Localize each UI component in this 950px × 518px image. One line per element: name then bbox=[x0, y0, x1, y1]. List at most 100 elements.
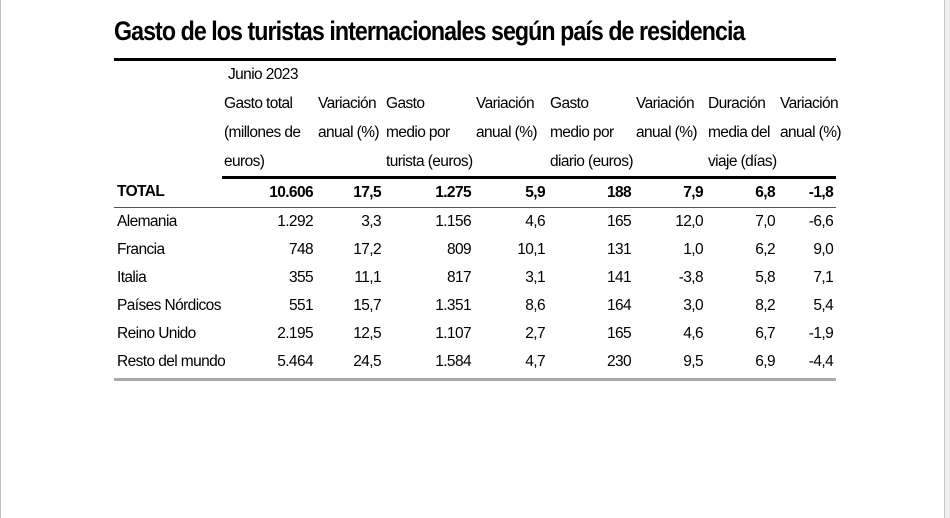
cell-value: 7,0 bbox=[755, 213, 775, 230]
table-title: Gasto de los turistas internacionales se… bbox=[114, 16, 745, 46]
row-label: Italia bbox=[117, 269, 147, 286]
cell-value: 6,8 bbox=[706, 177, 778, 208]
top-rule bbox=[114, 58, 836, 61]
header-line: Variación bbox=[476, 95, 535, 112]
cell-value: 141 bbox=[606, 269, 632, 286]
cell-value: 6,9 bbox=[755, 353, 775, 370]
col-header-gasto-medio-diario: Gasto medio por diario (euros) bbox=[548, 88, 634, 179]
col-header-variacion-3: Variación anual (%) bbox=[634, 88, 706, 179]
header-line bbox=[636, 147, 703, 176]
cell-value: 17,5 bbox=[316, 177, 384, 208]
cell-value: 165 bbox=[606, 213, 632, 230]
header-line: diario (euros) bbox=[550, 153, 634, 170]
cell-value: -3,8 bbox=[678, 269, 704, 286]
header-line bbox=[318, 147, 381, 176]
header-line: Duración bbox=[708, 95, 766, 112]
table-row: Italia 355 11,1 817 3,1 141 -3,8 5,8 7,1 bbox=[114, 264, 836, 292]
period-row: Junio 2023 bbox=[114, 61, 836, 88]
col-header-gasto-total: Gasto total (millones de euros) bbox=[222, 88, 316, 179]
cell-value: 10.606 bbox=[222, 177, 316, 208]
cell-value: 809 bbox=[446, 241, 472, 258]
cell-value: 551 bbox=[288, 297, 314, 314]
cell-value: 17,2 bbox=[353, 241, 381, 258]
cell-value: 15,7 bbox=[353, 297, 381, 314]
header-blank bbox=[114, 88, 222, 178]
cell-value: 1.156 bbox=[435, 213, 471, 230]
cell-value: 1.351 bbox=[435, 297, 471, 314]
header-line bbox=[476, 147, 545, 176]
row-label: Países Nórdicos bbox=[117, 297, 221, 314]
header-line: anual (%) bbox=[636, 124, 698, 141]
table-row: Alemania 1.292 3,3 1.156 4,6 165 12,0 7,… bbox=[114, 208, 836, 237]
bottom-rule bbox=[114, 378, 836, 381]
header-line: Variación bbox=[780, 95, 839, 112]
cell-value: 5.464 bbox=[277, 353, 313, 370]
cell-value: 4,6 bbox=[525, 213, 545, 230]
cell-value: 188 bbox=[548, 177, 634, 208]
cell-value: 1,0 bbox=[683, 241, 703, 258]
cell-value: 355 bbox=[288, 269, 314, 286]
cell-value: 230 bbox=[606, 353, 632, 370]
cell-value: -1,9 bbox=[808, 325, 834, 342]
header-line: Gasto total bbox=[224, 95, 293, 112]
cell-value: 131 bbox=[606, 241, 632, 258]
header-line: Variación bbox=[636, 95, 695, 112]
table-row: Francia 748 17,2 809 10,1 131 1,0 6,2 9,… bbox=[114, 236, 836, 264]
cell-value: 5,4 bbox=[813, 297, 834, 314]
header-line: anual (%) bbox=[318, 124, 380, 141]
cell-value: 6,2 bbox=[755, 241, 775, 258]
cell-value: 24,5 bbox=[353, 353, 381, 370]
cell-value: 9,5 bbox=[683, 353, 703, 370]
cell-value: 3,1 bbox=[525, 269, 545, 286]
cell-value: 9,0 bbox=[813, 241, 834, 258]
cell-value: 8,2 bbox=[755, 297, 775, 314]
cell-value: 7,9 bbox=[634, 177, 706, 208]
scrollbar-track[interactable] bbox=[944, 0, 950, 518]
cell-value: 1.584 bbox=[435, 353, 471, 370]
header-line: medio por bbox=[386, 124, 450, 141]
cell-value: 4,6 bbox=[683, 325, 703, 342]
header-line: medio por bbox=[550, 124, 614, 141]
cell-value: 2.195 bbox=[277, 325, 313, 342]
header-line: anual (%) bbox=[476, 124, 538, 141]
row-label: Reino Unido bbox=[117, 325, 196, 342]
row-label: TOTAL bbox=[114, 177, 222, 208]
cell-value: 4,7 bbox=[525, 353, 545, 370]
tourism-spending-table: Junio 2023 Gasto total (millones de euro… bbox=[114, 61, 842, 376]
table-row: Reino Unido 2.195 12,5 1.107 2,7 165 4,6… bbox=[114, 320, 836, 348]
cell-value: 6,7 bbox=[755, 325, 775, 342]
cell-value: 1.292 bbox=[277, 213, 313, 230]
table-row: Países Nórdicos 551 15,7 1.351 8,6 164 3… bbox=[114, 292, 836, 320]
cell-value: 12,5 bbox=[353, 325, 381, 342]
col-header-variacion-4: Variación anual (%) bbox=[778, 88, 842, 179]
cell-value: 10,1 bbox=[517, 241, 545, 258]
row-label: Alemania bbox=[117, 213, 177, 230]
cell-value: 7,1 bbox=[813, 269, 834, 286]
cell-value: -1,8 bbox=[778, 177, 837, 208]
cell-value: -4,4 bbox=[808, 353, 834, 370]
period-label: Junio 2023 bbox=[228, 65, 298, 83]
cell-value: 817 bbox=[446, 269, 472, 286]
cell-value: 165 bbox=[606, 325, 632, 342]
header-line: Gasto bbox=[386, 95, 425, 112]
cell-value: 748 bbox=[288, 241, 314, 258]
col-header-duracion-media: Duración media del viaje (días) bbox=[706, 88, 778, 179]
cell-value: 1.275 bbox=[384, 177, 474, 208]
header-line: Gasto bbox=[550, 95, 589, 112]
col-header-variacion-2: Variación anual (%) bbox=[474, 88, 548, 179]
cell-value: 11,1 bbox=[354, 269, 381, 286]
header-line: (millones de bbox=[224, 124, 301, 141]
header-line: Variación bbox=[318, 95, 377, 112]
header-line: euros) bbox=[224, 153, 265, 170]
cell-value: 5,8 bbox=[755, 269, 775, 286]
header-line: viaje (días) bbox=[708, 153, 777, 170]
cell-value: 1.107 bbox=[435, 325, 471, 342]
cell-value: 8,6 bbox=[525, 297, 545, 314]
header-line: media del bbox=[708, 124, 770, 141]
cell-value: 3,0 bbox=[683, 297, 703, 314]
cell-value: 2,7 bbox=[525, 325, 545, 342]
window-left-border bbox=[0, 0, 1, 518]
cell-value: 3,3 bbox=[361, 213, 381, 230]
row-label: Francia bbox=[117, 241, 165, 258]
cell-value: 5,9 bbox=[474, 177, 548, 208]
